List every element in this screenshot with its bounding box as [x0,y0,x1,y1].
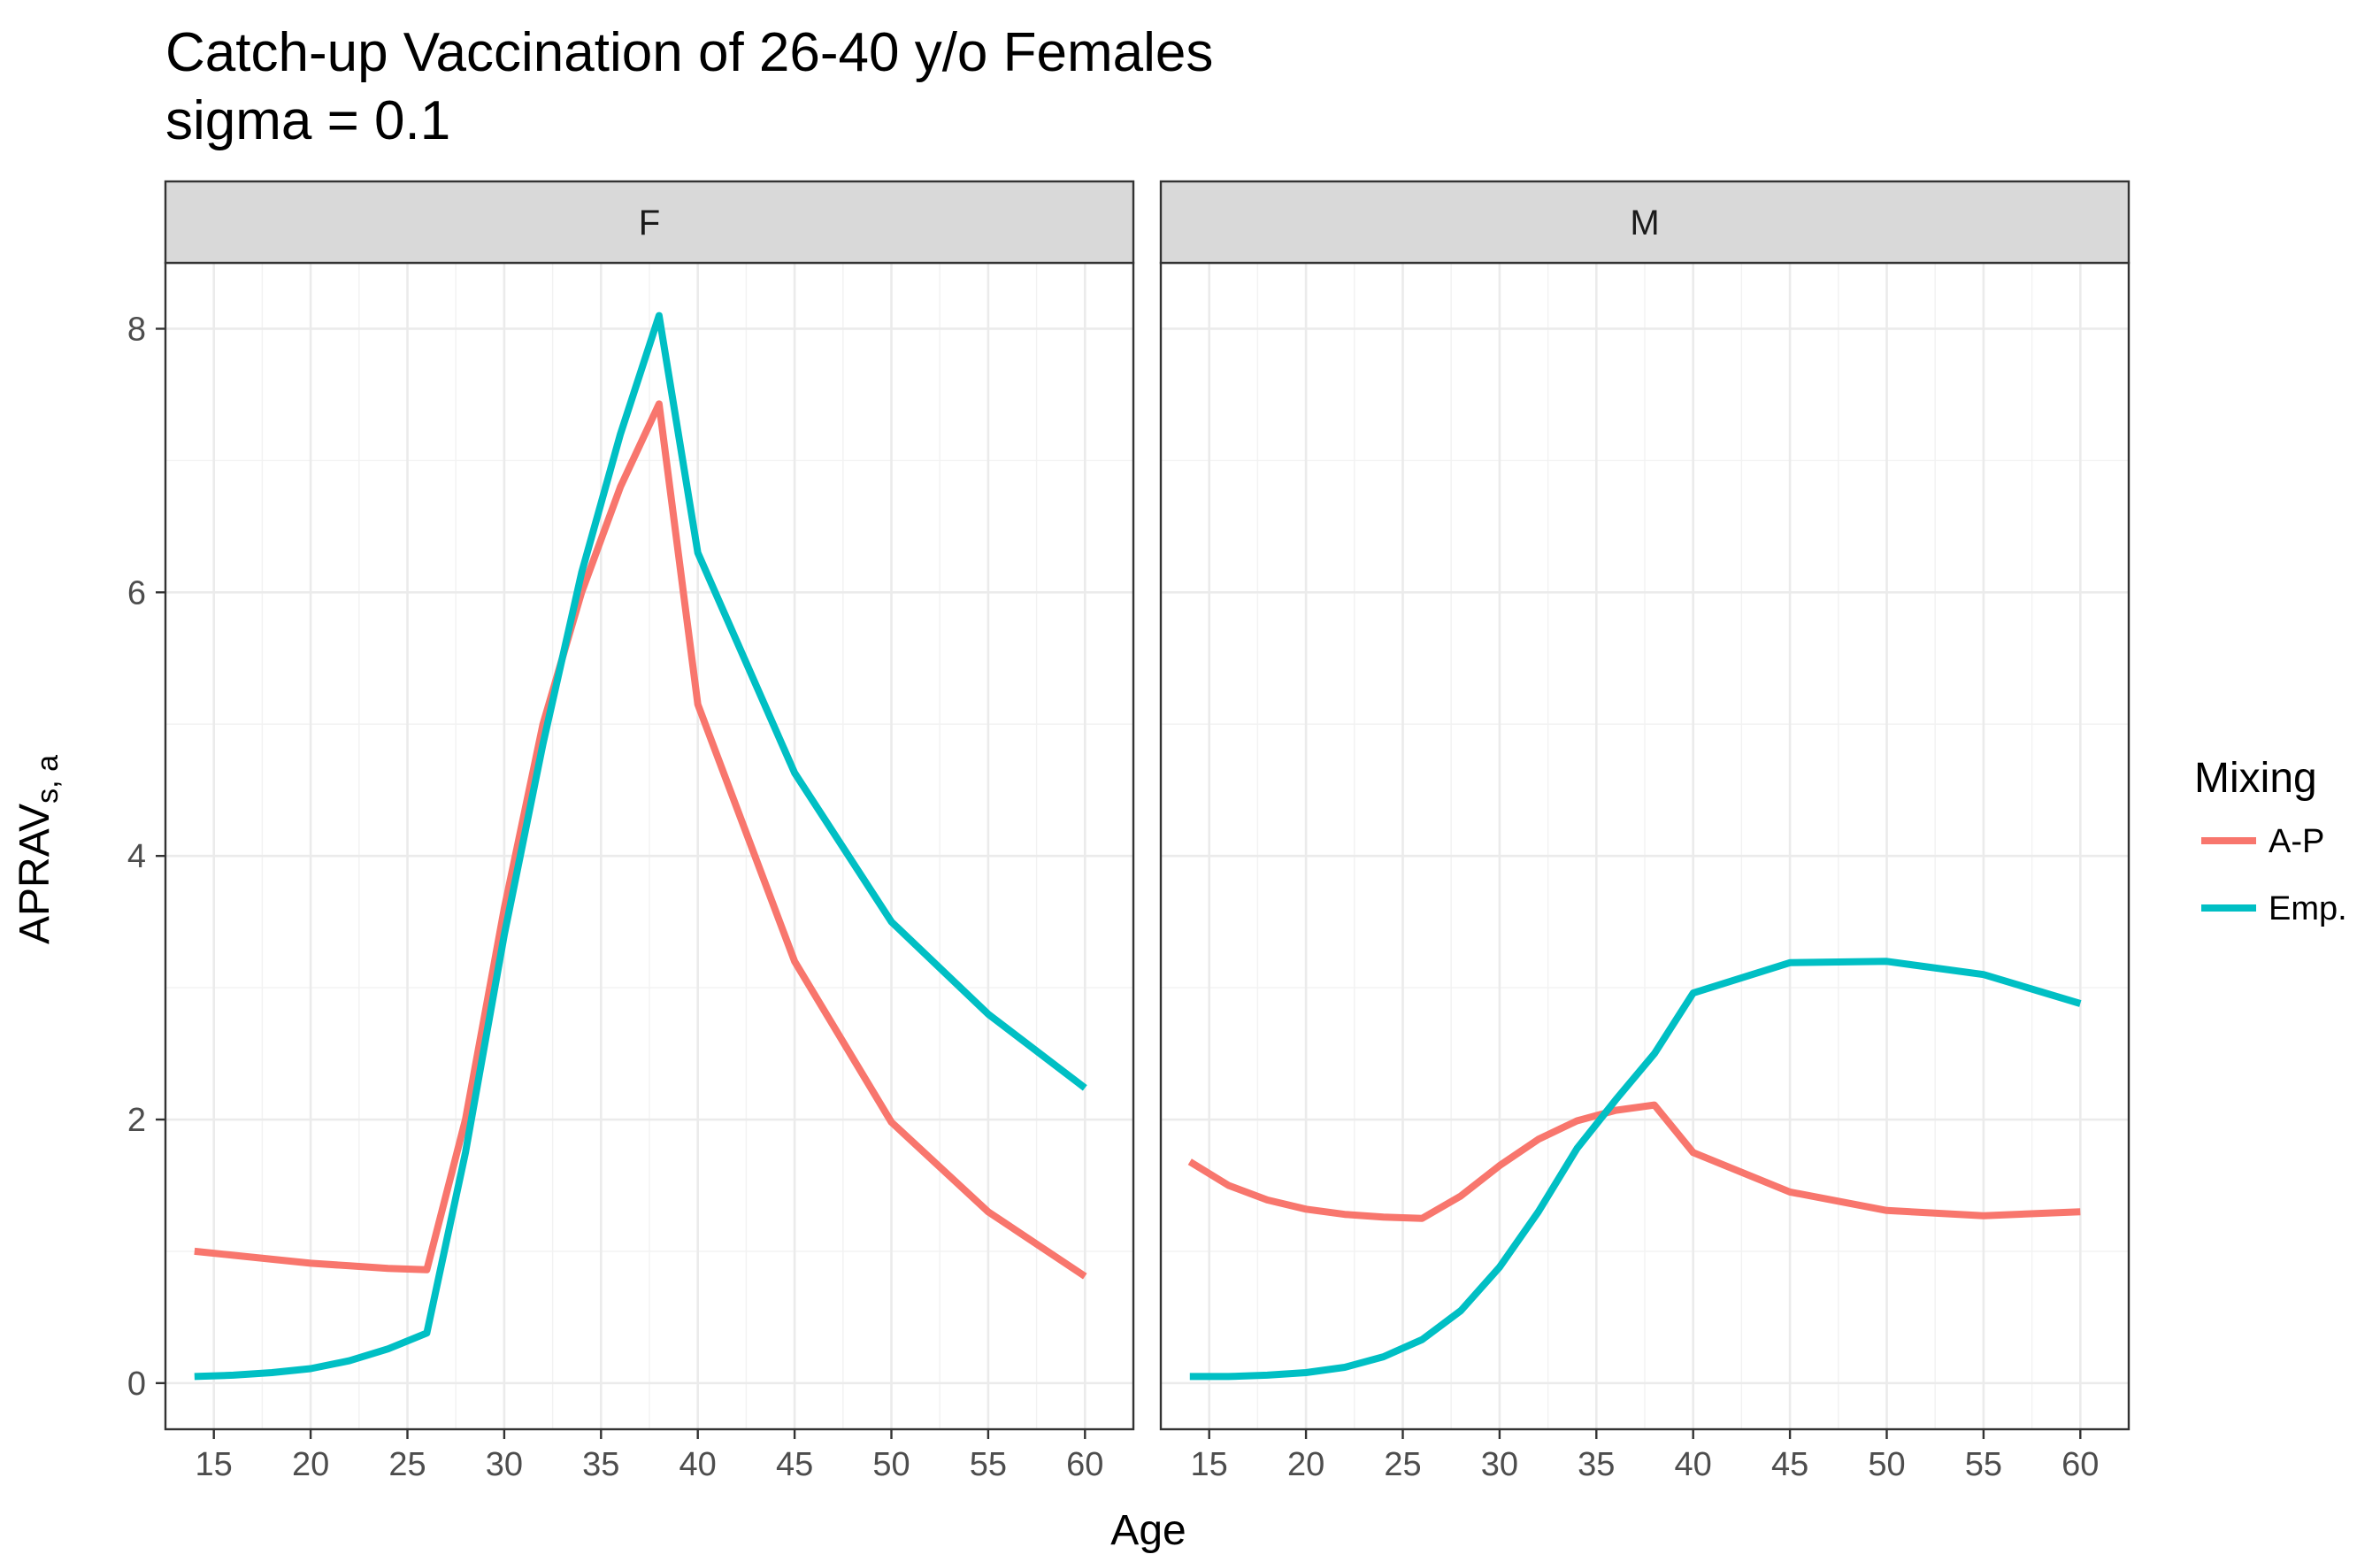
panel-m: M 15 20 25 30 35 40 45 50 55 60 [1159,180,2130,1483]
x-tick-label: 15 [196,1446,233,1483]
x-tick-label: 60 [1066,1446,1103,1483]
x-tick-label: 55 [970,1446,1007,1483]
facet-strip [1159,180,2130,265]
legend-label: Emp. [2269,890,2347,927]
y-tick-label: 0 [127,1366,146,1403]
x-tick-label: 30 [1481,1446,1518,1483]
series-line-f-emp [194,312,1087,1381]
y-axis-title-main: APRAV [12,804,58,944]
x-axis-title: Age [1110,1507,1186,1554]
x-tick-label: 45 [1771,1446,1808,1483]
y-tick-label: 6 [127,574,146,612]
y-tick-label: 4 [127,838,146,875]
x-tick-label: 35 [582,1446,619,1483]
series-line-m-ap [1187,1101,2081,1222]
legend: Mixing A-P Emp. [2194,755,2347,927]
x-tick-label: 15 [1191,1446,1228,1483]
facet-label: M [1630,204,1659,242]
x-tick-label: 50 [872,1446,910,1483]
legend-title: Mixing [2194,755,2317,802]
x-tick-label: 40 [1675,1446,1712,1483]
svg-text:APRAVs, a: APRAVs, a [12,755,65,944]
facet-strip [164,180,1135,265]
series-line-m-emp [1189,958,2082,1381]
panel-f: F 15 20 25 30 35 40 45 50 55 60 0 2 4 6 8 [127,180,1135,1483]
y-axis-title-subscript: s, a [31,755,65,804]
chart-subtitle: sigma = 0.1 [165,90,450,151]
x-tick-label: 20 [292,1446,329,1483]
x-tick-label: 25 [388,1446,426,1483]
plot-area: F 15 20 25 30 35 40 45 50 55 60 0 2 4 6 8 M 15 20 25 30 35 40 4… [127,180,2130,1483]
legend-label: A-P [2269,823,2324,860]
x-tick-label: 45 [776,1446,813,1483]
x-tick-label: 20 [1287,1446,1324,1483]
x-tick-label: 25 [1384,1446,1421,1483]
y-tick-label: 8 [127,311,146,348]
facet-label: F [639,204,660,242]
x-tick-label: 35 [1578,1446,1615,1483]
x-tick-label: 60 [2061,1446,2099,1483]
series-line-f-ap [194,400,1087,1280]
y-tick-label: 2 [127,1102,146,1139]
x-tick-label: 50 [1868,1446,1905,1483]
y-axis-title: APRAVs, a [12,755,65,944]
x-tick-label: 30 [486,1446,523,1483]
chart-title: Catch-up Vaccination of 26-40 y/o Female… [165,22,1213,83]
x-tick-label: 55 [1965,1446,2002,1483]
x-tick-label: 40 [679,1446,717,1483]
